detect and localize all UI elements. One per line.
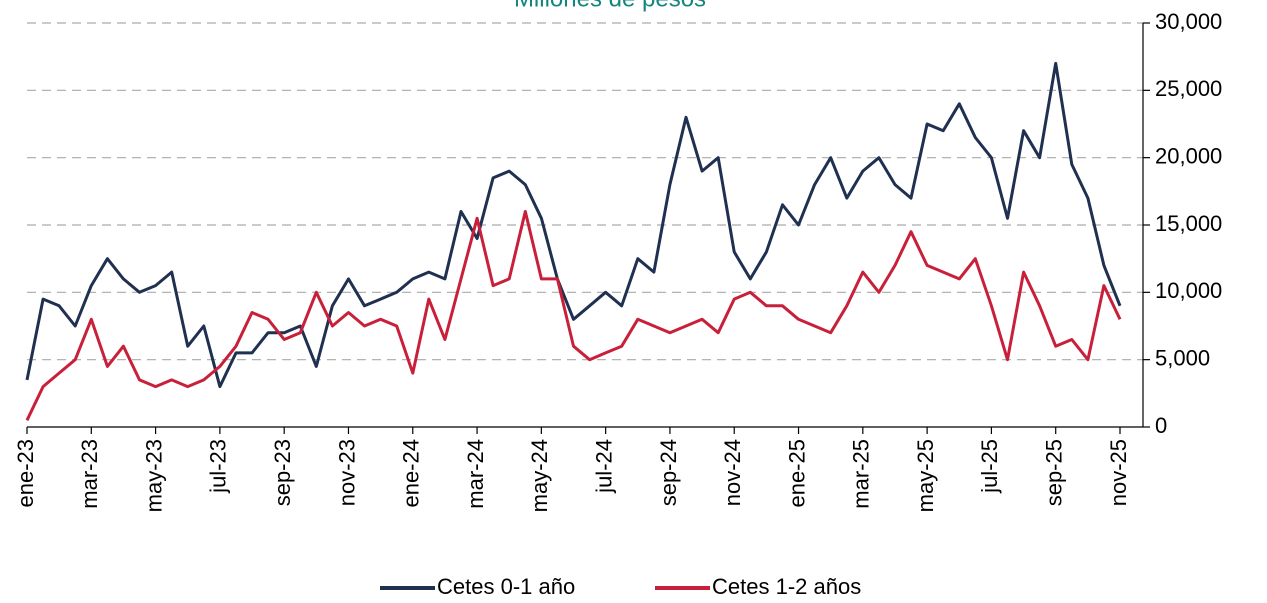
y-tick-label: 15,000 bbox=[1155, 211, 1222, 236]
x-tick-label: mar-24 bbox=[463, 439, 488, 509]
x-tick-label: ene-23 bbox=[13, 439, 38, 508]
y-tick-label: 0 bbox=[1155, 413, 1167, 438]
x-tick-label: jul-25 bbox=[977, 439, 1002, 494]
x-tick-label: nov-25 bbox=[1106, 439, 1131, 506]
line-series bbox=[25, 61, 1122, 389]
x-tick-label: mar-25 bbox=[849, 439, 874, 509]
line-series bbox=[25, 210, 1122, 421]
x-tick-label: may-25 bbox=[913, 439, 938, 512]
legend-label: Cetes 1-2 años bbox=[712, 574, 861, 599]
x-tick-label: mar-23 bbox=[77, 439, 102, 509]
x-tick-label: ene-24 bbox=[399, 439, 424, 508]
y-tick-label: 25,000 bbox=[1155, 76, 1222, 101]
x-tick-label: sep-23 bbox=[270, 439, 295, 506]
x-tick-label: nov-23 bbox=[334, 439, 359, 506]
x-tick-label: may-23 bbox=[141, 439, 166, 512]
y-tick-label: 5,000 bbox=[1155, 345, 1210, 370]
x-tick-label: sep-24 bbox=[656, 439, 681, 506]
x-tick-label: sep-25 bbox=[1042, 439, 1067, 506]
legend-label: Cetes 0-1 año bbox=[437, 574, 575, 599]
y-tick-label: 20,000 bbox=[1155, 143, 1222, 168]
x-tick-label: jul-24 bbox=[591, 439, 616, 494]
chart-title: Millones de pesos bbox=[514, 0, 706, 12]
x-tick-label: nov-24 bbox=[720, 439, 745, 506]
y-tick-label: 10,000 bbox=[1155, 278, 1222, 303]
x-tick-label: ene-25 bbox=[784, 439, 809, 508]
x-tick-label: may-24 bbox=[527, 439, 552, 512]
x-tick-label: jul-23 bbox=[206, 439, 231, 494]
y-tick-label: 30,000 bbox=[1155, 9, 1222, 34]
